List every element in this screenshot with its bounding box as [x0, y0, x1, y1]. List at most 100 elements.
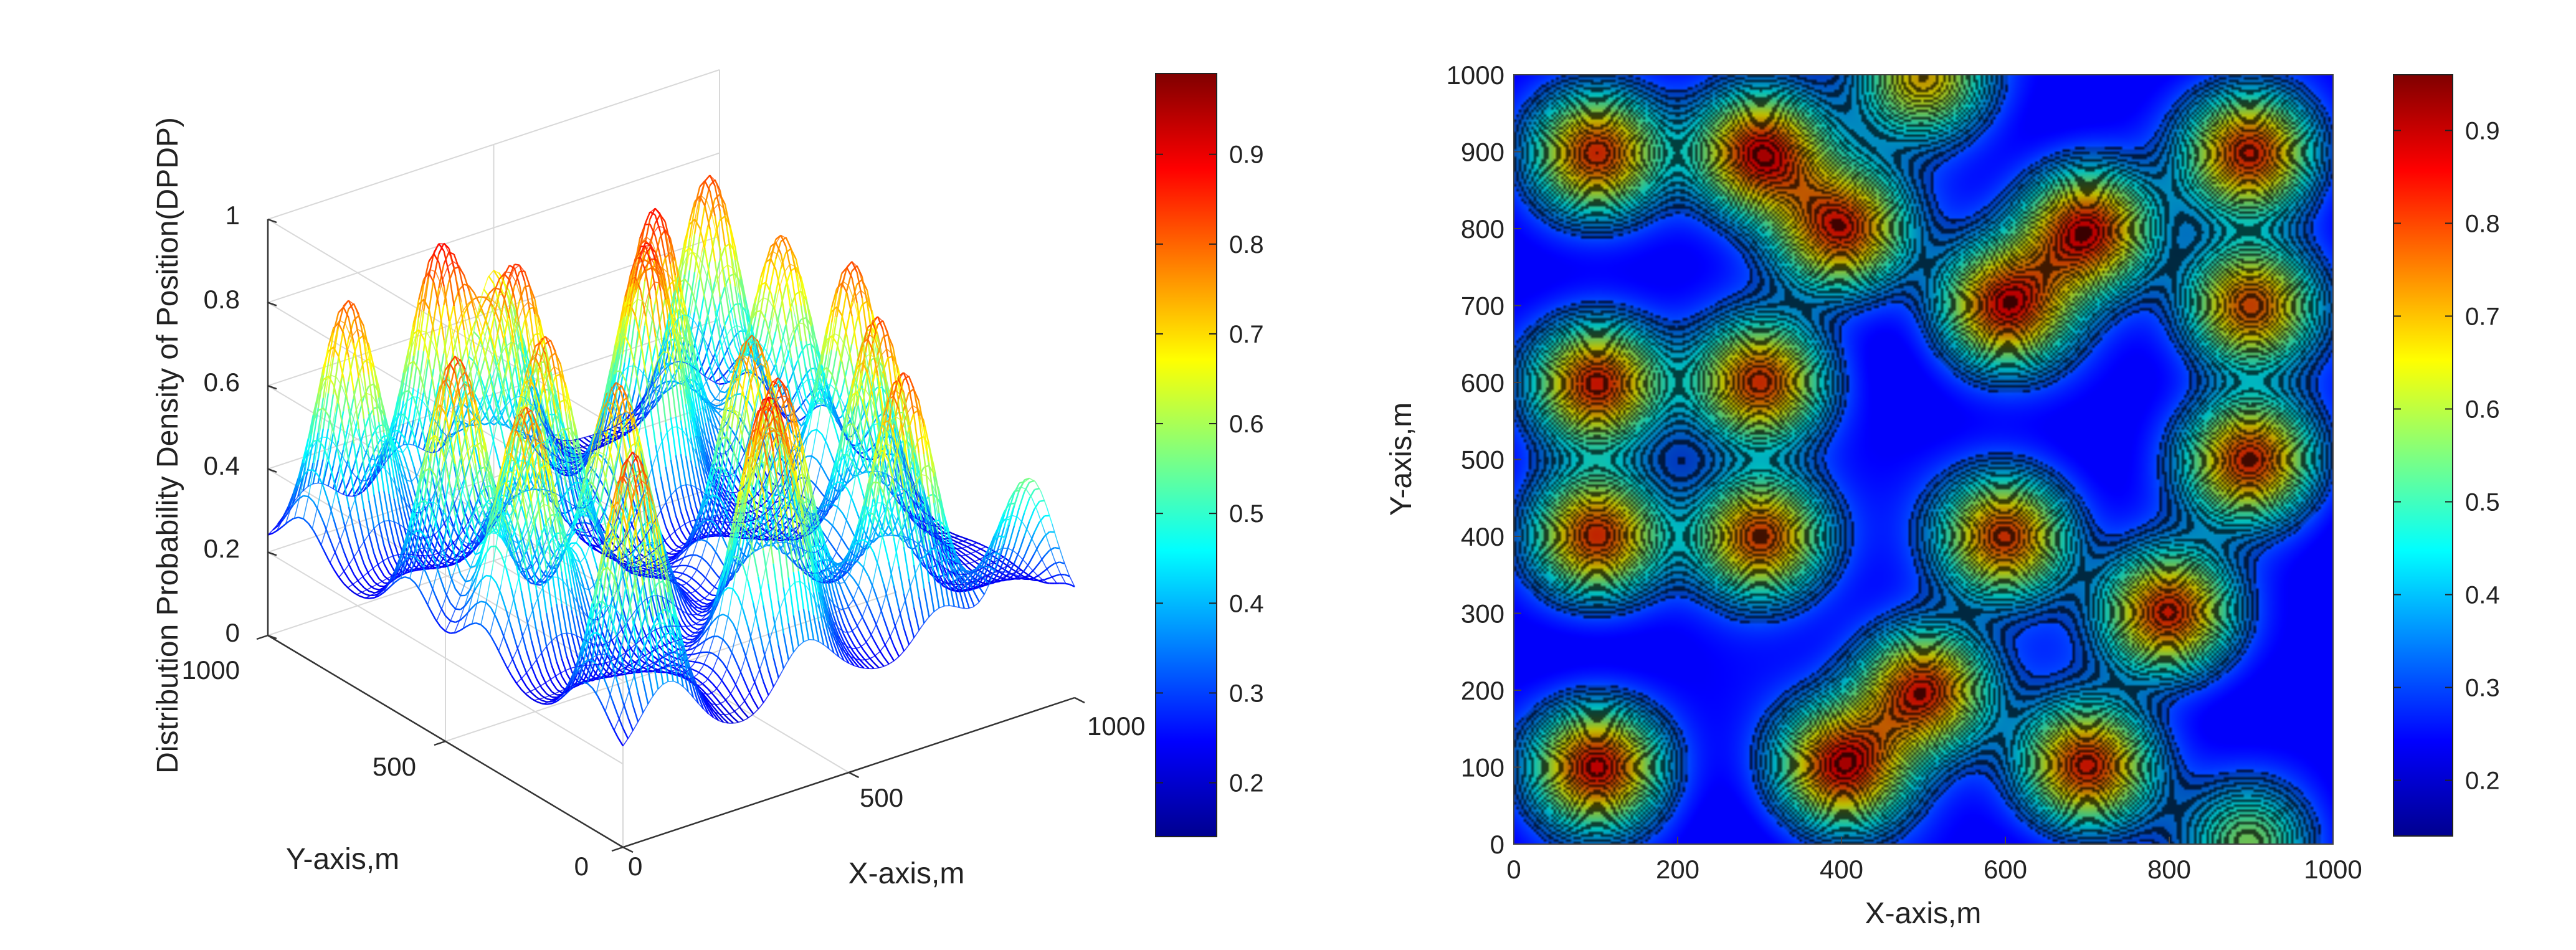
mesh-segment — [862, 527, 869, 548]
mesh-segment — [974, 572, 980, 576]
mesh-segment — [1018, 556, 1025, 568]
mesh-segment — [893, 432, 900, 458]
mesh-segment — [685, 508, 692, 525]
mesh-segment — [649, 260, 657, 291]
mesh-segment — [846, 464, 853, 483]
mesh-segment — [706, 541, 713, 548]
mesh-segment — [709, 179, 716, 186]
mesh-segment — [614, 321, 621, 346]
mesh-segment — [994, 551, 1000, 556]
mesh-segment — [645, 316, 652, 353]
mesh-segment — [815, 404, 822, 408]
mesh-segment — [772, 563, 779, 601]
mesh-segment — [863, 567, 870, 577]
mesh-segment — [734, 286, 741, 320]
mesh-segment — [765, 246, 772, 264]
mesh-segment — [720, 506, 727, 517]
mesh-segment — [841, 315, 848, 337]
mesh-segment — [972, 540, 979, 544]
mesh-segment — [1008, 574, 1015, 579]
mesh-segment — [714, 260, 721, 282]
mesh-segment — [782, 536, 789, 547]
mesh-segment — [831, 417, 838, 435]
mesh-segment — [644, 399, 651, 414]
mesh-segment — [493, 348, 501, 371]
mesh-segment — [958, 549, 964, 554]
mesh-segment — [801, 407, 807, 416]
mesh-segment — [775, 241, 782, 259]
mesh-segment — [716, 440, 723, 472]
mesh-segment — [641, 625, 648, 639]
mesh-segment — [830, 293, 838, 323]
mesh-segment — [790, 271, 797, 305]
mesh-segment — [712, 669, 719, 677]
mesh-segment — [907, 449, 914, 488]
mesh-segment — [817, 621, 825, 645]
mesh-segment — [876, 378, 883, 417]
mesh-segment — [733, 697, 739, 706]
mesh-segment — [697, 662, 703, 665]
mesh-segment — [722, 639, 729, 647]
mesh-segment — [843, 654, 850, 664]
mesh-segment — [655, 392, 662, 432]
mesh-segment — [963, 571, 970, 582]
mesh-segment — [795, 305, 802, 341]
mesh-segment — [1054, 561, 1060, 564]
mesh-segment — [775, 242, 782, 255]
mesh-segment — [847, 622, 855, 634]
mesh-segment — [863, 619, 870, 630]
mesh-segment — [1008, 546, 1015, 561]
mesh-segment — [837, 481, 843, 484]
mesh-segment — [709, 391, 716, 400]
mesh-segment — [851, 316, 858, 349]
mesh-segment — [702, 674, 709, 680]
mesh-segment — [1008, 525, 1015, 544]
mesh-segment — [768, 633, 774, 658]
mesh-segment — [695, 397, 701, 426]
mesh-segment — [433, 253, 440, 264]
mesh-segment — [851, 463, 858, 479]
mesh-segment — [790, 329, 797, 346]
mesh-segment — [458, 313, 465, 330]
mesh-segment — [508, 318, 516, 347]
mesh-segment — [832, 603, 840, 622]
mesh-segment — [842, 482, 848, 490]
mesh-segment — [1018, 572, 1025, 577]
mesh-segment — [701, 539, 707, 543]
mesh-segment — [737, 596, 744, 610]
mesh-segment — [488, 374, 495, 398]
mesh-segment — [707, 665, 714, 671]
mesh-segment — [730, 371, 736, 373]
mesh-segment — [862, 448, 869, 472]
mesh-segment — [893, 621, 900, 639]
mesh-segment — [685, 484, 692, 508]
mesh-segment — [782, 534, 789, 578]
mesh-segment — [650, 460, 657, 488]
mesh-segment — [832, 503, 839, 508]
mesh-segment — [523, 280, 531, 311]
mesh-segment — [639, 366, 646, 393]
mesh-segment — [743, 698, 749, 708]
mesh-segment — [443, 281, 450, 305]
mesh-segment — [743, 711, 749, 719]
mesh-segment — [624, 357, 630, 391]
mesh-segment — [877, 461, 885, 495]
mesh-segment — [805, 341, 812, 373]
mesh-segment — [729, 227, 736, 260]
mesh-segment — [724, 328, 731, 353]
mesh-segment — [712, 615, 719, 622]
mesh-segment — [822, 503, 828, 508]
mesh-segment — [640, 245, 646, 248]
mesh-segment — [645, 429, 652, 461]
mesh-segment — [908, 579, 915, 608]
mesh-segment — [873, 588, 880, 604]
mesh-segment — [822, 543, 829, 568]
mesh-segment — [655, 488, 662, 511]
mesh-segment — [712, 683, 719, 691]
mesh-segment — [701, 586, 708, 592]
mesh-segment — [478, 331, 485, 353]
mesh-segment — [973, 592, 980, 602]
mesh-segment — [851, 261, 858, 273]
mesh-segment — [801, 378, 807, 400]
mesh-segment — [892, 516, 900, 531]
